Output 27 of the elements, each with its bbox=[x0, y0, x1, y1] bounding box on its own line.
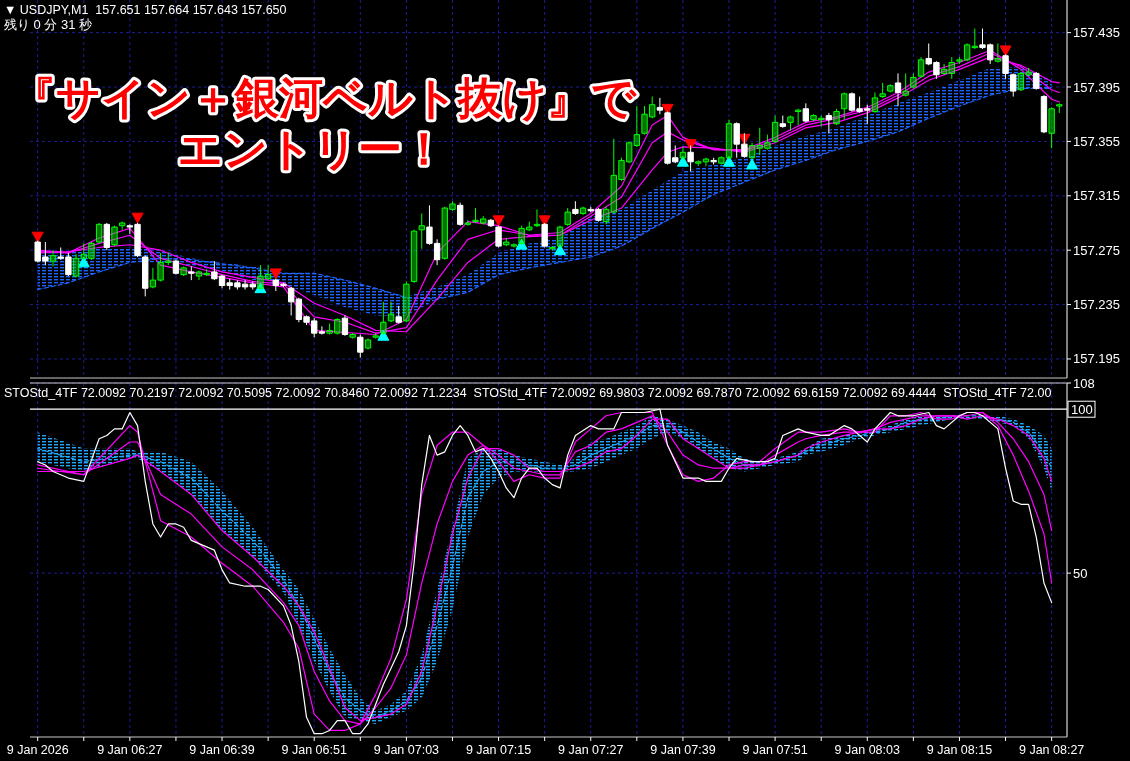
x-tick-label: 9 Jan 08:03 bbox=[834, 743, 900, 757]
x-tick-label: 9 Jan 07:27 bbox=[558, 743, 624, 757]
x-tick-label: 9 Jan 07:15 bbox=[465, 743, 532, 757]
x-tick-label: 9 Jan 06:27 bbox=[97, 743, 163, 757]
x-tick-label: 9 Jan 08:27 bbox=[1018, 743, 1085, 757]
x-tick-label: 9 Jan 06:39 bbox=[189, 743, 255, 757]
y-tick-label: 157.355 bbox=[1073, 133, 1120, 149]
x-tick-label: 9 Jan 07:39 bbox=[650, 743, 716, 757]
x-tick-label: 9 Jan 07:03 bbox=[373, 743, 440, 757]
x-tick-label: 9 Jan 06:51 bbox=[281, 743, 347, 757]
annotation: エントリー！ bbox=[178, 124, 446, 173]
x-tick-label: 9 Jan 07:51 bbox=[742, 743, 808, 757]
y-tick-label: 50 bbox=[1073, 565, 1088, 581]
x-tick-label: 9 Jan 08:15 bbox=[926, 743, 993, 757]
y-tick-label: 157.315 bbox=[1073, 188, 1120, 204]
title: ▼ USDJPY,M1 157.651 157.664 157.643 157.650 bbox=[4, 3, 287, 17]
ref-line-label: 100 bbox=[1071, 401, 1093, 417]
annotation: 『サイン＋銀河ベルト抜け』で bbox=[12, 73, 636, 122]
y-tick-label: 157.395 bbox=[1073, 79, 1120, 95]
y-tick-label: 108 bbox=[1073, 375, 1095, 391]
title: STOStd_4TF 72.0092 70.2197 72.0092 70.5095 72.0092 70.8460 72.0092 71.2234 STOStd_4TF 72.0092 69.9803 72.0092 69.7870 72.0092 69.6159 72.0092 69.4444 STOStd_4TF 72.00 bbox=[4, 386, 1052, 400]
y-tick-label: 157.275 bbox=[1073, 242, 1120, 258]
y-tick-label: 157.235 bbox=[1073, 297, 1120, 313]
x-tick-label: 9 Jan 2026 bbox=[6, 743, 69, 757]
y-tick-label: 157.435 bbox=[1073, 25, 1120, 41]
annotation: 残り 0 分 31 秒 bbox=[4, 17, 93, 32]
y-tick-label: 157.195 bbox=[1073, 351, 1120, 367]
